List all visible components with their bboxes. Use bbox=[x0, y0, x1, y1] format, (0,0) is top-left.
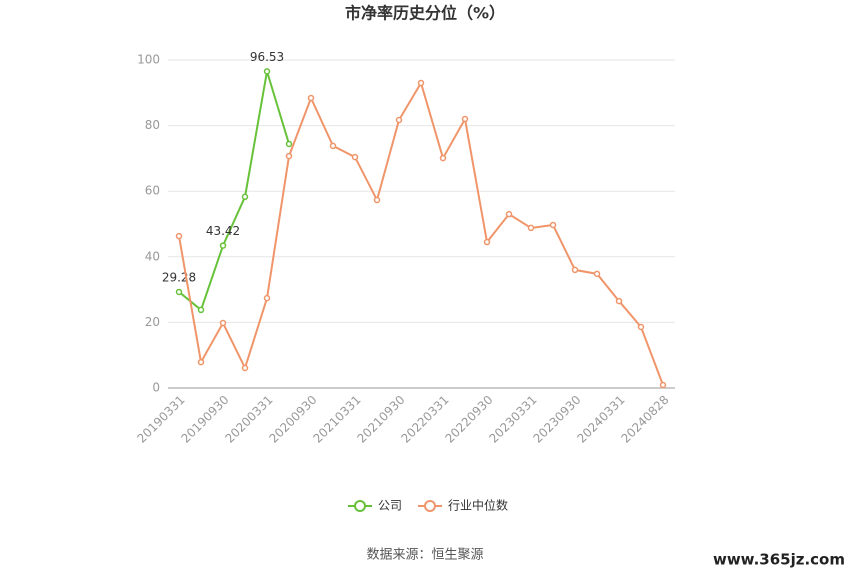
source: 数据来源：恒生聚源 bbox=[366, 548, 483, 563]
data-point bbox=[461, 115, 469, 123]
data-point bbox=[637, 323, 645, 331]
data-point bbox=[373, 196, 381, 204]
data-point bbox=[175, 288, 183, 296]
data-point bbox=[395, 116, 403, 124]
data-label: 96.53 bbox=[250, 50, 284, 64]
data-point bbox=[263, 68, 271, 75]
data-point bbox=[505, 210, 513, 218]
data-point bbox=[263, 294, 271, 302]
chart-title: 市净率历史分位（%） bbox=[345, 4, 505, 23]
data-point bbox=[593, 270, 601, 278]
y-tick-label: 80 bbox=[145, 118, 160, 132]
data-point bbox=[241, 364, 249, 372]
data-point bbox=[351, 153, 359, 161]
data-label: 43.42 bbox=[206, 224, 240, 238]
data-point bbox=[285, 140, 293, 148]
legend-marker bbox=[354, 500, 366, 512]
series-line bbox=[178, 71, 290, 312]
data-point bbox=[417, 79, 425, 87]
data-point bbox=[307, 94, 315, 102]
data-point bbox=[659, 381, 667, 389]
data-point bbox=[483, 238, 491, 246]
x-tick-label: 20240828 bbox=[619, 393, 672, 446]
y-tick-label: 20 bbox=[145, 315, 160, 329]
data-point bbox=[549, 221, 557, 229]
y-tick-label: 60 bbox=[145, 184, 160, 198]
data-point bbox=[285, 152, 293, 160]
data-point bbox=[329, 142, 337, 150]
data-point bbox=[197, 306, 205, 314]
data-point bbox=[197, 358, 205, 366]
legend-label: 公司 bbox=[378, 499, 402, 513]
data-point bbox=[615, 297, 623, 305]
watermark: www.365jz.com bbox=[713, 551, 845, 569]
y-tick-label: 40 bbox=[145, 249, 160, 263]
y-tick-label: 100 bbox=[137, 53, 160, 67]
legend-label: 行业中位数 bbox=[448, 498, 508, 513]
data-point bbox=[241, 193, 249, 201]
legend-marker bbox=[424, 500, 436, 512]
y-tick-label: 0 bbox=[152, 381, 160, 395]
data-point bbox=[219, 242, 227, 249]
data-point bbox=[219, 319, 227, 327]
data-point bbox=[527, 224, 535, 232]
data-point bbox=[571, 266, 579, 274]
data-point bbox=[439, 154, 447, 162]
data-point bbox=[175, 232, 183, 240]
series-line bbox=[178, 80, 664, 386]
data-label: 29.28 bbox=[162, 270, 196, 284]
